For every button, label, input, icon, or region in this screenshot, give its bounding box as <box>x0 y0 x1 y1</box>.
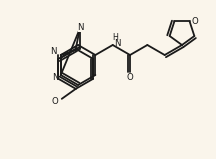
Text: N: N <box>114 39 121 48</box>
Text: H: H <box>112 34 118 42</box>
Text: O: O <box>191 17 198 26</box>
Text: N: N <box>52 73 59 83</box>
Text: O: O <box>127 73 133 83</box>
Text: O: O <box>51 97 58 106</box>
Text: N: N <box>78 23 84 32</box>
Text: N: N <box>50 48 57 56</box>
